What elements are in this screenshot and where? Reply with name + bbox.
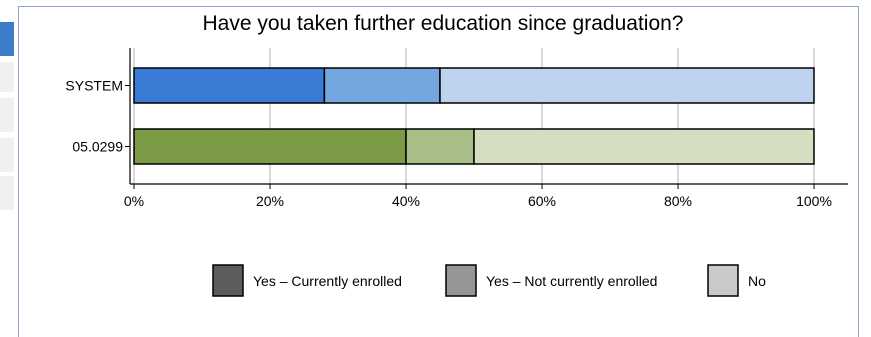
legend-label: Yes – Not currently enrolled	[486, 273, 657, 289]
axes: SYSTEM 05.0299 0% 20% 40% 60% 80% 100%	[65, 48, 848, 209]
bar-segment	[133, 128, 407, 165]
y-tick-label: 05.0299	[72, 139, 123, 155]
bar-segment	[439, 67, 815, 104]
legend-swatch	[445, 264, 477, 297]
bars	[133, 67, 815, 165]
x-tick-label: 100%	[796, 193, 832, 209]
bar-segment	[405, 128, 475, 165]
sidebar-tab[interactable]	[0, 138, 14, 172]
sidebar-tab-active[interactable]	[0, 22, 14, 56]
sidebar-tab[interactable]	[0, 98, 14, 132]
x-tick-label: 0%	[124, 193, 144, 209]
legend-swatch	[707, 264, 739, 297]
sidebar-tab[interactable]	[0, 176, 14, 210]
x-tick-label: 40%	[392, 193, 420, 209]
legend: Yes – Currently enrolled Yes – Not curren…	[212, 264, 766, 297]
bar-segment	[133, 67, 326, 104]
legend-label: Yes – Currently enrolled	[253, 273, 402, 289]
x-tick-label: 60%	[528, 193, 556, 209]
bar-segment	[473, 128, 815, 165]
legend-swatch	[212, 264, 244, 297]
sidebar-tabs	[0, 0, 14, 337]
sidebar-tab[interactable]	[0, 62, 14, 92]
x-tick-label: 80%	[664, 193, 692, 209]
bar-segment	[323, 67, 441, 104]
y-tick-label: SYSTEM	[65, 78, 123, 94]
legend-label: No	[748, 273, 766, 289]
chart-title: Have you taken further education since g…	[203, 12, 684, 35]
x-tick-label: 20%	[256, 193, 284, 209]
